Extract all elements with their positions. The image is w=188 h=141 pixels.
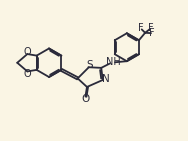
- Text: S: S: [86, 60, 93, 70]
- Text: NH: NH: [106, 57, 121, 67]
- Text: O: O: [24, 69, 31, 79]
- Text: N: N: [102, 74, 110, 84]
- Text: F: F: [148, 23, 154, 33]
- Text: O: O: [81, 94, 89, 104]
- Text: F: F: [149, 28, 155, 38]
- Text: O: O: [24, 47, 31, 57]
- Text: F: F: [138, 23, 143, 33]
